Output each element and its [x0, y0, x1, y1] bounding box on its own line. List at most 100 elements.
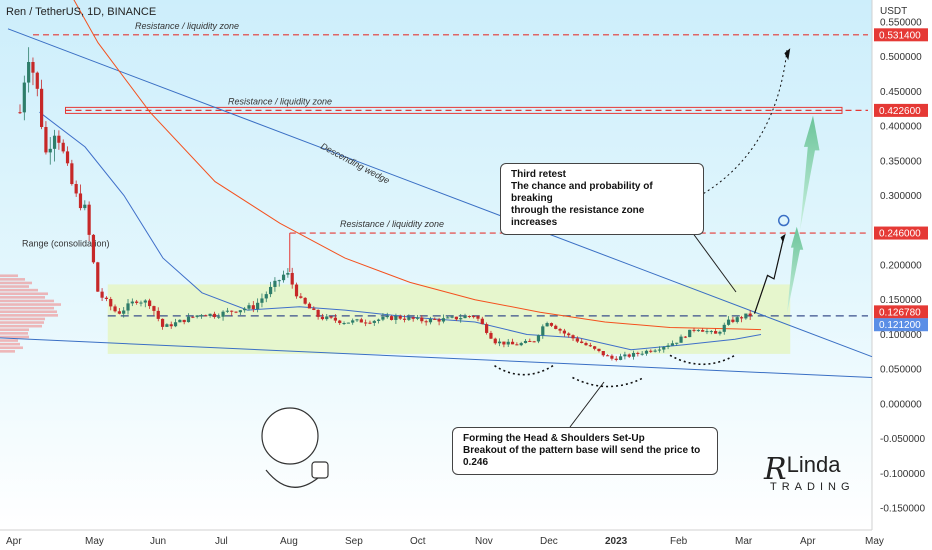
candle-body: [91, 234, 96, 263]
candle-body: [476, 316, 480, 319]
candle-body: [234, 311, 238, 313]
candle-body: [670, 343, 675, 346]
candle-body: [610, 355, 614, 359]
volume-profile-bar: [0, 310, 57, 314]
candle-body: [662, 346, 666, 350]
candle-body: [428, 318, 433, 323]
volume-profile-bar: [0, 324, 42, 328]
ma-short-line: [39, 111, 762, 351]
volume-profile-bar: [0, 335, 29, 339]
candle-body: [173, 322, 178, 327]
projection-arrow-upper: [800, 115, 820, 231]
volume-profile-bar: [0, 339, 18, 342]
candle-body: [178, 319, 182, 323]
resistance-zone-label: Resistance / liquidity zone: [135, 21, 239, 31]
y-tick-label: 0.350000: [880, 156, 922, 167]
candle-body: [450, 316, 454, 318]
candle-body: [312, 308, 316, 310]
x-tick-label: Nov: [475, 536, 493, 547]
candle-body: [109, 298, 113, 307]
candle-body: [394, 316, 398, 320]
candle-body: [675, 342, 679, 344]
candle-body: [281, 274, 286, 281]
candle-body: [709, 331, 713, 333]
candle-body: [225, 310, 229, 312]
candle-body: [549, 323, 554, 326]
y-tick-label: 0.150000: [880, 295, 922, 306]
candle-body: [355, 319, 359, 321]
candle-body: [562, 330, 566, 334]
candle-body: [83, 204, 87, 209]
candle-body: [398, 316, 402, 319]
candle-body: [696, 330, 700, 332]
volume-profile-bar: [0, 285, 29, 288]
x-tick-label: Aug: [280, 536, 298, 547]
volume-profile-bar: [0, 274, 18, 278]
price-tag-label: 0.531400: [879, 30, 921, 41]
projected-path: [753, 237, 785, 314]
candle-body: [692, 329, 696, 331]
candle-body: [420, 317, 424, 322]
candle-body: [130, 301, 134, 304]
candle-body: [290, 272, 294, 285]
price-tag-label: 0.422600: [879, 106, 921, 117]
candle-body: [627, 354, 631, 357]
candle-body: [558, 328, 562, 331]
hs-setup-line-1: Breakout of the pattern base will send t…: [463, 445, 701, 468]
symbol-header: Ren / TetherUS, 1D, BINANCE: [6, 6, 157, 18]
candle-body: [623, 354, 627, 357]
candle-body: [726, 319, 731, 325]
candle-body: [135, 301, 139, 303]
candle-body: [618, 356, 623, 360]
candle-body: [243, 308, 247, 311]
candle-body: [714, 331, 718, 334]
candle-body: [506, 341, 510, 345]
y-tick-label: -0.100000: [880, 469, 925, 480]
candle-body: [368, 322, 372, 324]
candle-body: [139, 302, 143, 304]
candle-body: [268, 286, 273, 295]
candle-body: [57, 135, 61, 143]
candle-body: [640, 353, 644, 355]
volume-profile-bar: [0, 292, 48, 296]
x-tick-label: May: [85, 536, 104, 547]
x-tick-label: Jun: [150, 536, 166, 547]
candle-body: [528, 340, 532, 342]
x-axis-background: [0, 530, 932, 550]
candle-body: [113, 306, 117, 312]
brand-subtitle: TRADING: [770, 481, 855, 493]
candle-body: [739, 317, 744, 319]
candle-body: [485, 324, 489, 333]
candle-body: [545, 323, 549, 327]
candle-body: [597, 348, 601, 351]
third-retest-line-2: through the resistance zone increases: [511, 205, 645, 228]
candle-body: [40, 88, 44, 128]
candle-body: [74, 184, 78, 194]
candle-body: [735, 317, 739, 322]
candle-body: [614, 358, 618, 360]
price-tag-label: 0.121200: [879, 320, 921, 331]
candle-body: [212, 313, 217, 318]
projected-path-arrowhead: [780, 233, 786, 243]
third-retest-note: Third retest The chance and probability …: [500, 163, 704, 235]
candle-body: [160, 318, 165, 327]
candle-body: [472, 316, 476, 318]
brand-name: Linda: [786, 452, 841, 477]
wedge-lower-line: [0, 337, 873, 379]
candle-body: [18, 112, 22, 114]
candle-body: [649, 350, 653, 352]
candle-body: [277, 280, 281, 282]
candle-body: [683, 336, 687, 338]
range-consolidation-zone: [107, 284, 791, 354]
volume-profile-bar: [0, 296, 45, 299]
volume-profile-bar: [0, 350, 15, 353]
volume-profile-bar: [0, 332, 28, 335]
y-tick-label: 0.200000: [880, 261, 922, 272]
candle-body: [666, 345, 670, 347]
volume-profile-bar: [0, 278, 25, 281]
y-tick-label: 0.550000: [880, 17, 922, 28]
candle-body: [748, 313, 752, 316]
candle-body: [385, 316, 389, 318]
candle-body: [61, 142, 65, 152]
